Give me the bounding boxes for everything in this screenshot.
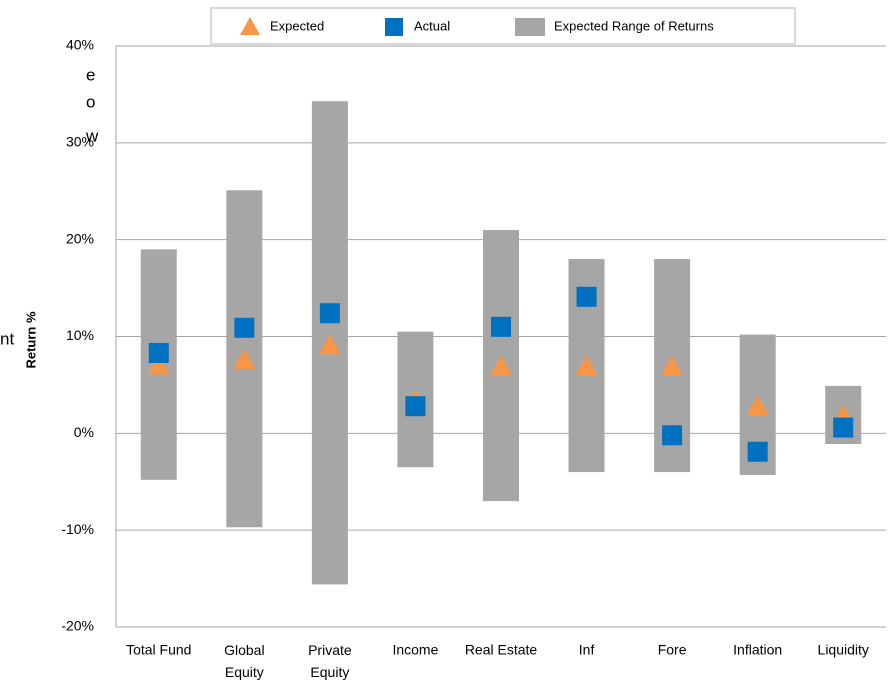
x-tick-label: Liquidity (818, 642, 869, 658)
actual-marker (234, 317, 255, 338)
legend-label: Expected Range of Returns (554, 18, 714, 33)
actual-marker (405, 396, 426, 417)
legend-label: Expected (270, 18, 324, 33)
actual-marker (662, 425, 683, 446)
expected-marker (233, 348, 256, 369)
y-tick-label: 0% (74, 424, 94, 440)
x-tick-label: Inflation (733, 642, 782, 658)
x-tick-label: Total Fund (126, 642, 191, 658)
x-tick-label: Global Equity (224, 642, 264, 680)
expected-marker (490, 355, 512, 376)
cut-off-text: nt (0, 329, 14, 348)
y-tick-label: 40% (66, 37, 94, 53)
actual-marker (491, 316, 511, 337)
actual-marker (148, 342, 169, 363)
legend-swatch (515, 18, 545, 36)
expected-marker (661, 355, 684, 376)
expected-marker (575, 355, 598, 376)
cut-off-text: e (86, 65, 95, 84)
cut-off-text: w (85, 126, 99, 145)
x-tick-label: Real Estate (465, 642, 538, 658)
y-tick-label: 30% (66, 134, 94, 150)
x-tick-label: Private Equity (308, 642, 352, 680)
x-tick-label: Inf (579, 642, 595, 658)
actual-marker (319, 303, 340, 324)
x-tick-label: Fore (658, 642, 687, 658)
x-tick-label: Income (392, 642, 438, 658)
legend-swatch (240, 17, 260, 35)
y-tick-label: -10% (61, 521, 94, 537)
actual-marker (747, 441, 768, 462)
expected-marker (746, 395, 769, 416)
y-tick-label: 10% (66, 327, 94, 343)
actual-marker (833, 417, 854, 438)
legend-swatch (385, 18, 403, 36)
legend-box (210, 7, 796, 45)
y-tick-label: -20% (61, 618, 94, 634)
expected-marker (318, 334, 341, 355)
legend-label: Actual (414, 18, 450, 33)
expected-marker (147, 354, 170, 375)
y-axis-label: Return % (23, 311, 38, 369)
cut-off-text: o (86, 92, 95, 111)
y-tick-label: 20% (66, 230, 94, 246)
actual-marker (576, 286, 597, 307)
